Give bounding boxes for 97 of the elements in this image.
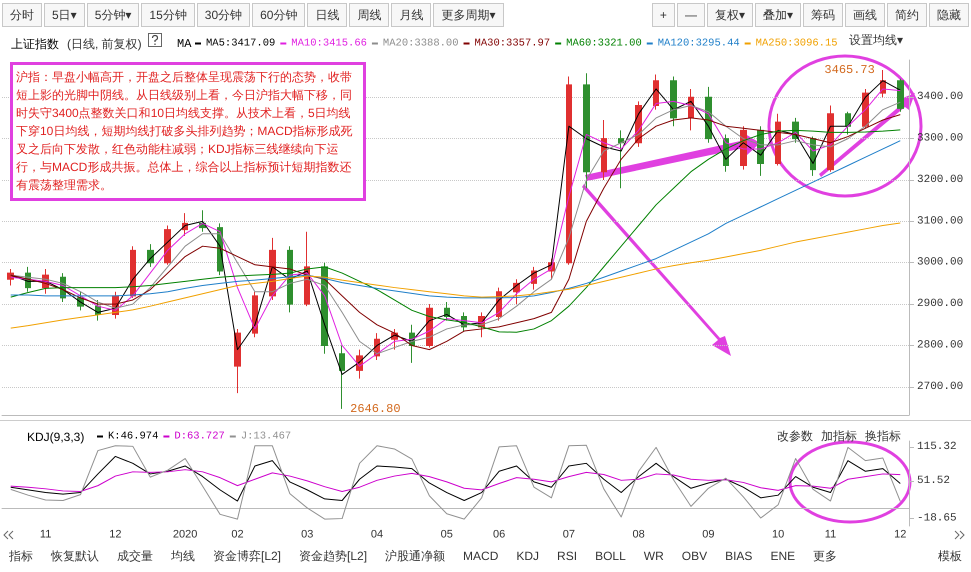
x-tick-label: 06: [492, 528, 506, 540]
annotation: 2646.80: [350, 402, 401, 416]
annotation: 沪指：早盘小幅高开，开盘之后整体呈现震荡下行的态势，收带短上影的光脚中阴线。从日线级别上看，今日沪指大幅下移，同时失守3400点整数关口和10日均线支撑。从技术上看，5日均线下穿10日均线，短期均线打破多头排列趋势；MACD指标形成死叉之后向下发散，红色动能柱减弱；KDJ指标三线继续向下运行，与MACD形成共振。总体上，综合以上指标预计短期指数还有震荡整理需求。: [10, 62, 366, 201]
legend-label: J:13.467: [240, 430, 292, 442]
text: MACD: [462, 548, 500, 565]
text: BOLL: [594, 548, 627, 565]
x-tick-label: 09: [702, 528, 715, 540]
legend-label: MA10:3415.66: [291, 38, 367, 50]
annotation: 3465.73: [824, 63, 875, 78]
candlestick: [897, 78, 904, 112]
text: 日线: [307, 3, 348, 27]
text: —: [676, 3, 705, 27]
text: 30分钟: [196, 3, 250, 27]
text: KDJ: [515, 548, 540, 565]
candlestick: [670, 76, 677, 127]
line-series: [10, 140, 901, 298]
y-tick-label: 115.32: [917, 441, 957, 454]
text: 15分钟: [141, 3, 195, 27]
chart-title: 上证指数: [11, 37, 59, 51]
y-tick-label: 2900.00: [917, 298, 964, 310]
y-tick-label: 3100.00: [917, 215, 964, 228]
legend-label: MA5:3417.09: [206, 38, 276, 50]
text: 指标: [8, 548, 34, 565]
text: 5日▾: [44, 3, 85, 27]
annotation: 加指标: [821, 428, 857, 445]
text: 恢复默认: [50, 548, 100, 565]
legend-label: MA120:3295.44: [658, 38, 740, 50]
text: BIAS: [724, 548, 754, 565]
candlestick: [618, 130, 624, 189]
text: 资金博弈[L2]: [212, 548, 282, 565]
y-tick-label: 2700.00: [917, 380, 964, 393]
chart-title: KDJ(9,3,3): [27, 430, 84, 444]
text: 画线: [845, 3, 885, 27]
text: 月线: [391, 3, 432, 27]
text: 更多: [812, 548, 838, 565]
annotation: 换指标: [865, 428, 901, 445]
text: ENE: [769, 548, 796, 565]
x-tick-label: 12: [109, 528, 122, 540]
text: 5分钟▾: [86, 3, 140, 27]
text: 模板: [937, 548, 963, 565]
candlestick: [164, 225, 171, 266]
candlestick: [130, 246, 136, 298]
text: RSI: [556, 548, 578, 565]
line-series: [10, 444, 901, 520]
legend-label: MA20:3388.00: [382, 38, 459, 50]
text: 沪股通净额: [384, 548, 446, 565]
y-tick-label: 3400.00: [917, 91, 964, 104]
candlestick: [339, 344, 345, 410]
candlestick: [601, 119, 607, 180]
chart-subtitle: (日线, 前复权): [67, 37, 142, 51]
x-tick-label: 11: [824, 528, 836, 540]
candlestick: [234, 328, 241, 394]
candlestick: [653, 74, 659, 110]
text: 隐藏: [929, 3, 969, 27]
text: 分时: [2, 3, 42, 27]
legend-label: K:46.974: [108, 430, 158, 442]
x-tick-label: 11: [40, 528, 52, 540]
text: 叠加▾: [754, 3, 801, 27]
text: WR: [642, 548, 665, 565]
legend-label: D:63.727: [174, 430, 225, 442]
line-series: [10, 456, 901, 502]
text: 周线: [349, 3, 390, 27]
text: 均线: [170, 548, 196, 565]
text: 复权▾: [706, 3, 753, 27]
text: 设置均线▾: [848, 32, 903, 49]
candlestick: [444, 302, 450, 322]
x-tick-label: 10: [772, 528, 784, 540]
y-tick-label: 3200.00: [917, 174, 964, 186]
text: +: [652, 3, 675, 27]
x-tick-label: 05: [440, 528, 453, 540]
x-tick-label: 03: [301, 528, 314, 540]
x-tick-label: 07: [562, 528, 575, 540]
x-tick-label: 2020: [172, 528, 198, 540]
text: OBV: [680, 548, 708, 565]
candlestick: [583, 72, 590, 189]
legend-title: MA: [177, 37, 192, 51]
x-tick-label: 02: [231, 528, 244, 540]
y-tick-label: 51.52: [917, 475, 950, 488]
x-tick-label: 12: [894, 528, 906, 540]
text: 更多周期▾: [433, 3, 504, 27]
legend-label: MA30:3357.97: [474, 38, 550, 50]
text: 资金趋势[L2]: [298, 548, 368, 565]
candlestick: [566, 76, 572, 266]
y-tick-label: -18.65: [917, 512, 957, 524]
text: 60分钟: [252, 3, 306, 27]
line-series: [10, 222, 901, 329]
x-tick-label: 08: [632, 528, 645, 540]
text: 成交量: [116, 548, 154, 565]
x-tick-label: 04: [370, 528, 384, 540]
y-tick-label: 3000.00: [917, 256, 964, 269]
text: 筹码: [803, 3, 843, 27]
annotation: 改参数: [777, 428, 813, 445]
line-series: [10, 469, 901, 492]
text: 简约: [887, 3, 927, 27]
legend-label: MA250:3096.15: [756, 38, 838, 50]
legend-label: MA60:3321.00: [566, 38, 642, 50]
y-tick-label: 2800.00: [917, 339, 964, 352]
